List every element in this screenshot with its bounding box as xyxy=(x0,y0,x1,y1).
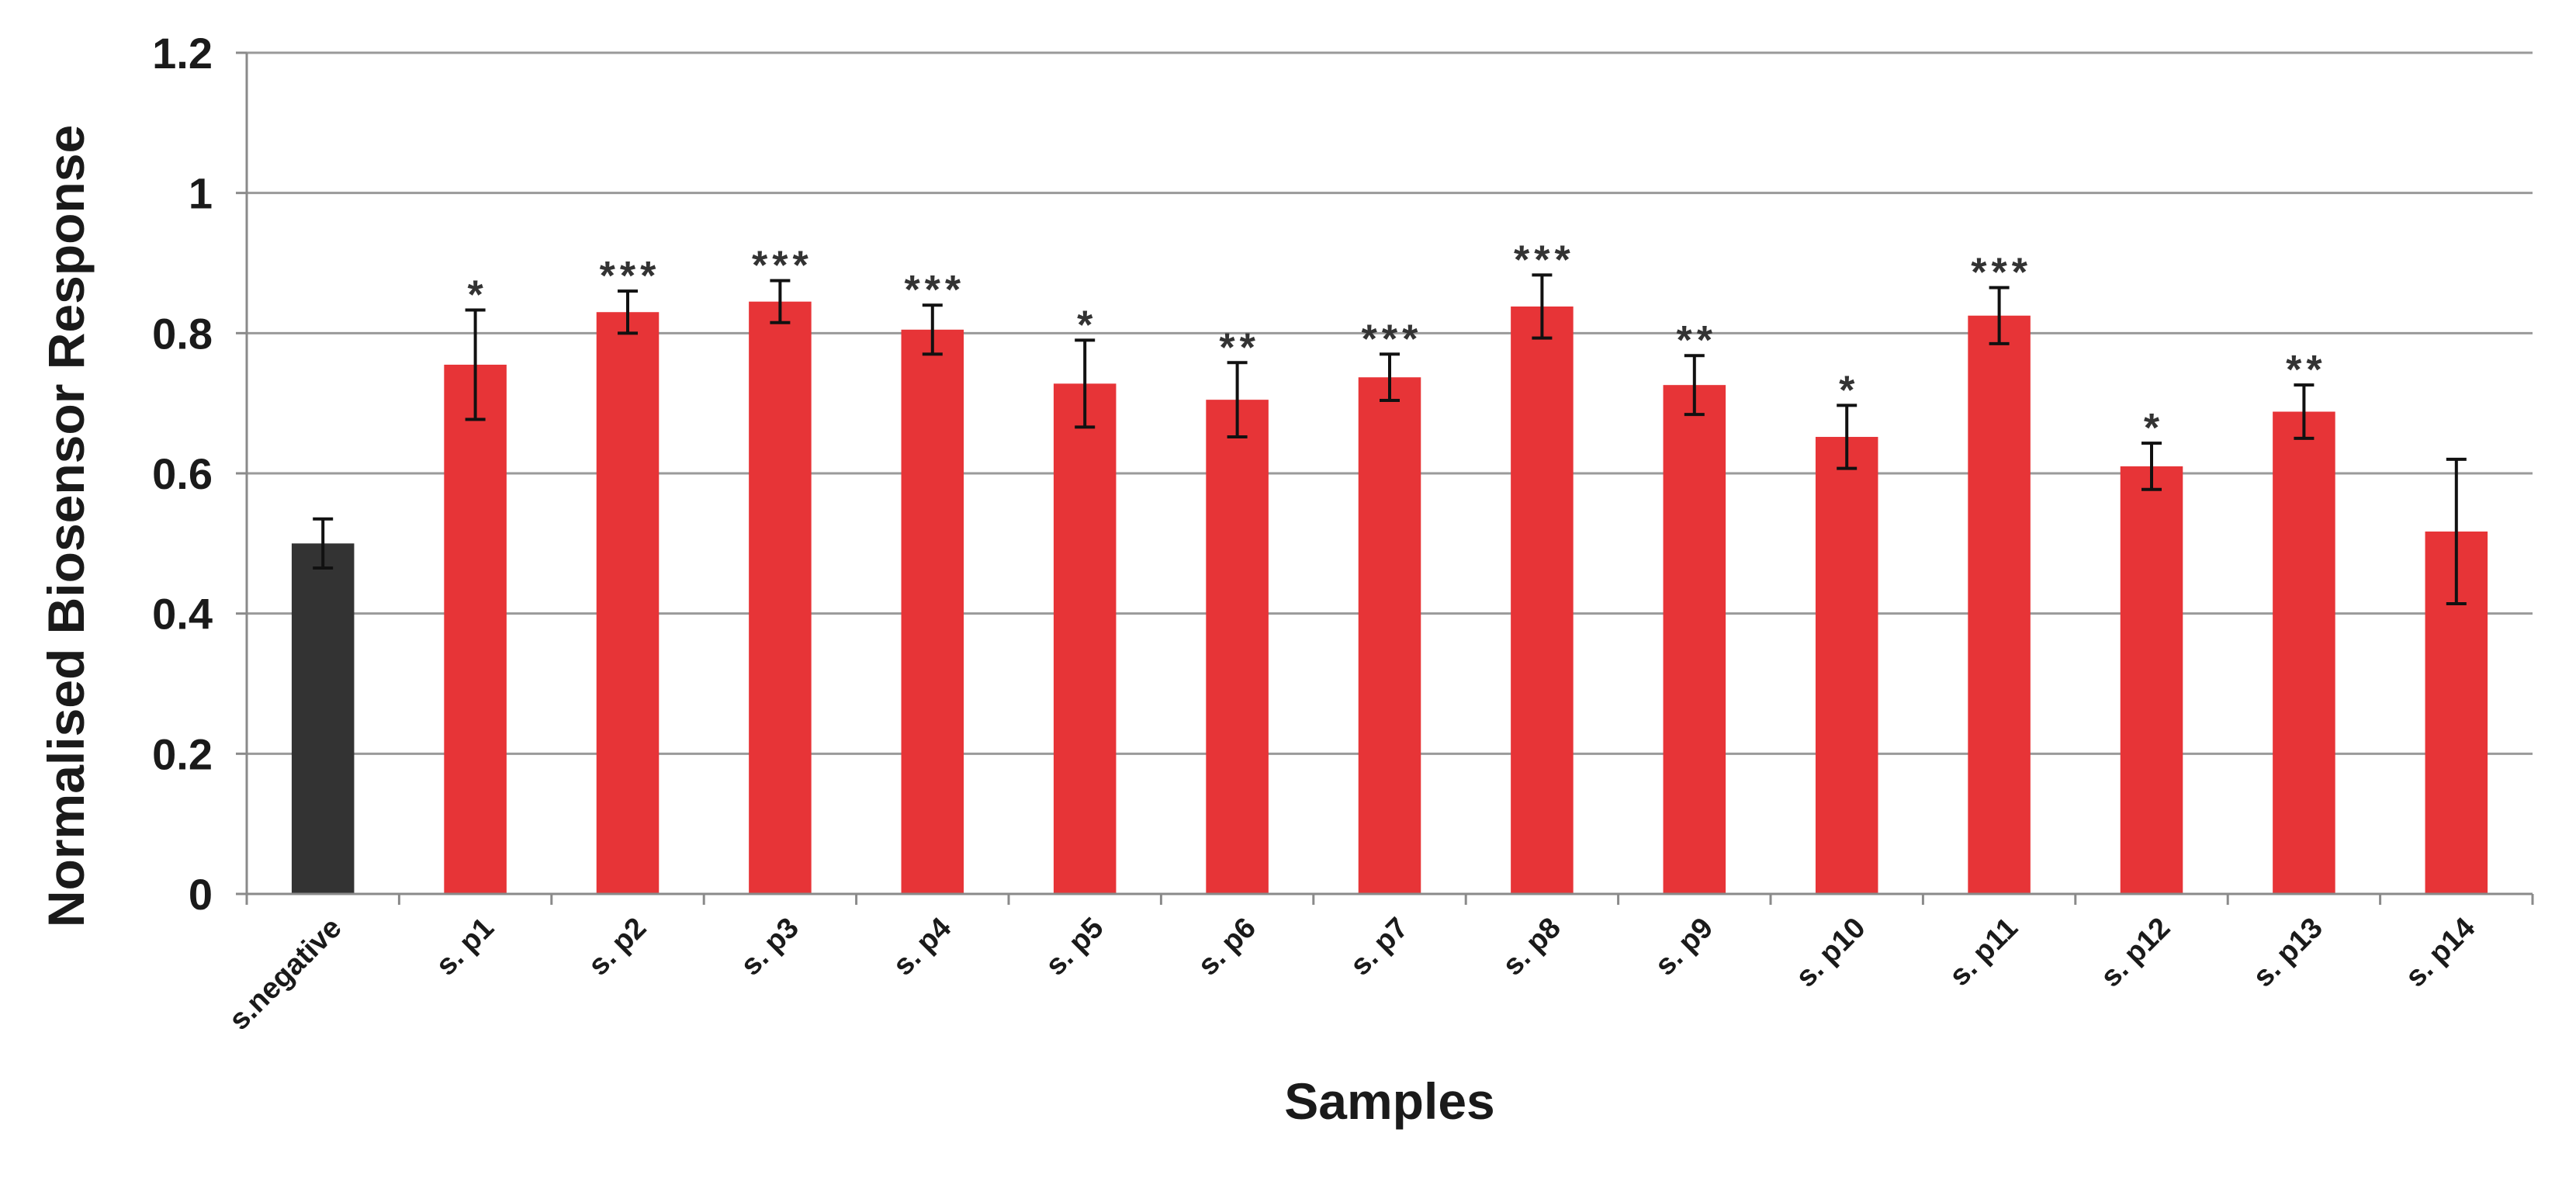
error-bar xyxy=(1075,338,1096,429)
error-bar xyxy=(1227,361,1248,439)
bar-s-p7 xyxy=(1358,377,1421,894)
x-tick-label: s. p11 xyxy=(1944,912,2024,992)
significance-marker: ** xyxy=(2286,348,2326,393)
bar-s-p8 xyxy=(1511,307,1574,894)
bar-s-p13 xyxy=(2273,411,2335,894)
significance-marker: * xyxy=(1077,303,1097,348)
x-tick-label: s. p14 xyxy=(2399,912,2481,994)
x-tick-label: s. p9 xyxy=(1649,912,1719,982)
significance-marker: * xyxy=(1839,368,1859,413)
error-bar xyxy=(770,279,791,324)
significance-marker: *** xyxy=(752,244,813,289)
y-tick-label: 0.2 xyxy=(152,729,213,778)
error-bar xyxy=(1989,286,2010,345)
error-bar xyxy=(618,289,638,335)
error-bar xyxy=(2446,457,2467,606)
y-tick-label: 0.8 xyxy=(152,309,213,358)
significance-marker: *** xyxy=(904,268,965,313)
bar-s-p10 xyxy=(1815,437,1878,894)
error-bar xyxy=(1380,352,1400,403)
bar-s-p4 xyxy=(901,329,964,895)
significance-marker: * xyxy=(2144,406,2164,451)
significance-marker: ** xyxy=(1219,325,1259,370)
x-tick-label: s. p10 xyxy=(1790,912,1872,994)
significance-marker: *** xyxy=(1514,237,1575,282)
axes xyxy=(236,51,2534,905)
significance-markers: * *** ******* ** *************** xyxy=(467,237,2326,451)
significance-marker: ** xyxy=(1677,318,1717,363)
error-bar xyxy=(1532,273,1553,340)
bar-s-p2 xyxy=(596,312,660,894)
error-bar xyxy=(2294,383,2315,440)
bar-s-p11 xyxy=(1968,315,2031,894)
bar-s-p12 xyxy=(2120,466,2183,894)
y-tick-labels: 0 0.2 0.4 0.6 0.8 1 1.2 xyxy=(152,29,213,919)
x-tick-label: s.negative xyxy=(223,912,348,1037)
error-bar xyxy=(922,303,943,356)
x-tick-label: s. p1 xyxy=(430,912,500,982)
x-tick-label: s. p5 xyxy=(1040,912,1110,982)
y-tick-label: 0.4 xyxy=(152,590,213,639)
x-tick-label: s. p8 xyxy=(1497,912,1567,982)
error-bar xyxy=(1684,354,1705,417)
error-bar xyxy=(465,308,486,421)
x-tick-label: s. p2 xyxy=(582,912,653,982)
bar-s-p6 xyxy=(1206,400,1269,894)
x-tick-label: s. p13 xyxy=(2247,912,2329,994)
error-bar xyxy=(313,517,334,570)
y-tick-label: 0 xyxy=(189,870,213,919)
error-bar xyxy=(1837,404,1858,470)
y-tick-label: 1.2 xyxy=(152,29,213,78)
error-bars xyxy=(313,273,2467,606)
significance-marker: *** xyxy=(1362,317,1423,362)
y-axis-title: Normalised Biosensor Response xyxy=(37,125,95,927)
bars xyxy=(291,301,2488,895)
significance-marker: *** xyxy=(1971,251,2032,296)
x-tick-label: s. p6 xyxy=(1192,912,1262,982)
significance-marker: *** xyxy=(600,254,661,299)
significance-marker: * xyxy=(467,273,487,318)
y-tick-label: 0.6 xyxy=(152,449,213,498)
x-tick-label: s. p12 xyxy=(2094,912,2176,994)
x-tick-labels: s.negative s. p1 s. p2 s. p3 s. p4 s. p5 s. p6… xyxy=(223,912,2481,1037)
y-tick-label: 1 xyxy=(189,169,213,218)
bar-s-p3 xyxy=(749,301,812,894)
x-tick-label: s. p7 xyxy=(1344,912,1414,982)
x-tick-label: s. p4 xyxy=(887,912,957,982)
bar-s-p5 xyxy=(1053,383,1117,895)
x-axis-title: Samples xyxy=(1284,1072,1494,1130)
x-tick-label: s. p3 xyxy=(735,912,805,982)
bar-s-p1 xyxy=(444,364,507,894)
bar-s-negative xyxy=(291,543,355,894)
bar-s-p9 xyxy=(1663,385,1726,894)
error-bar xyxy=(2141,442,2162,491)
